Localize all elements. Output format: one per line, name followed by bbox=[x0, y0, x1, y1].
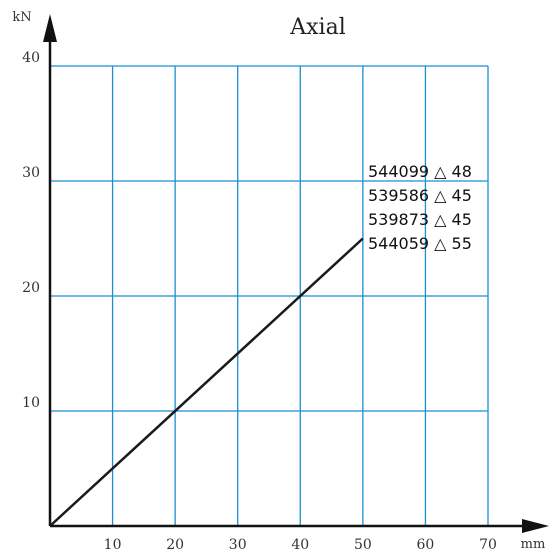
x-tick-label-30: 30 bbox=[229, 537, 247, 553]
x-tick-label-20: 20 bbox=[166, 537, 184, 553]
y-tick-label-20: 20 bbox=[22, 280, 40, 296]
x-tick-label-60: 60 bbox=[417, 537, 435, 553]
y-tick-label-40: 40 bbox=[22, 50, 40, 66]
series-lines bbox=[49, 237, 364, 527]
grid-lines bbox=[50, 65, 489, 526]
x-axis-arrow-icon bbox=[522, 519, 549, 533]
annotation-4: 544059 △ 55 bbox=[368, 234, 472, 253]
x-axis-label: mm bbox=[521, 537, 546, 552]
axes bbox=[43, 14, 549, 533]
annotation-2: 539586 △ 45 bbox=[368, 186, 472, 205]
x-tick-label-70: 70 bbox=[479, 537, 497, 553]
tick-labels: 10 20 30 40 50 60 70 10 20 30 40 bbox=[22, 50, 497, 553]
x-tick-label-10: 10 bbox=[104, 537, 122, 553]
annotation-3: 539873 △ 45 bbox=[368, 210, 472, 229]
x-tick-label-40: 40 bbox=[291, 537, 309, 553]
y-tick-label-30: 30 bbox=[22, 165, 40, 181]
y-axis-arrow-icon bbox=[43, 14, 57, 42]
annotation-1: 544099 △ 48 bbox=[368, 162, 472, 181]
chart-title: Axial bbox=[289, 15, 345, 40]
annotations: 544099 △ 48 539586 △ 45 539873 △ 45 5440… bbox=[368, 162, 472, 253]
series-line-0 bbox=[49, 237, 364, 527]
x-tick-label-50: 50 bbox=[354, 537, 372, 553]
y-tick-label-10: 10 bbox=[22, 395, 40, 411]
y-axis-label: kN bbox=[12, 10, 31, 25]
